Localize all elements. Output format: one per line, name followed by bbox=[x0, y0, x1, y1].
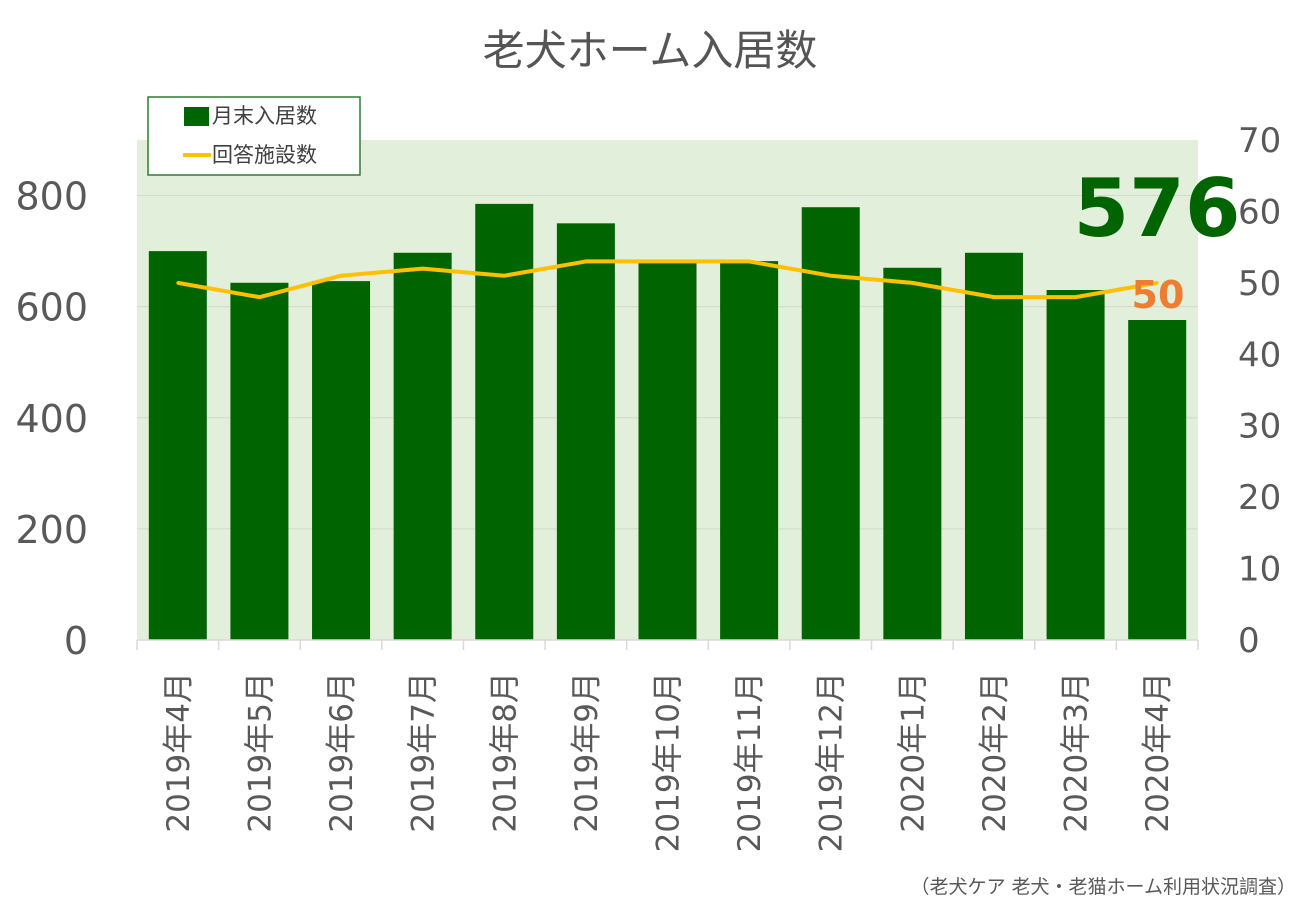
y-right-tick-label: 30 bbox=[1238, 407, 1281, 447]
y-axis-left: 0 200 400 600 800 bbox=[15, 175, 88, 663]
x-tick-label: 2019年5月 bbox=[242, 672, 278, 833]
x-tick-label: 2019年10月 bbox=[651, 672, 687, 852]
x-tick-label: 2019年9月 bbox=[569, 672, 605, 833]
bar bbox=[1128, 320, 1187, 640]
line-point bbox=[584, 259, 588, 263]
y-right-tick-label: 0 bbox=[1238, 621, 1260, 661]
legend-label-line: 回答施設数 bbox=[212, 143, 317, 167]
x-tick-label: 2019年6月 bbox=[324, 672, 360, 833]
line-series bbox=[176, 259, 1159, 300]
line-point bbox=[421, 267, 425, 271]
y-right-tick-label: 50 bbox=[1238, 264, 1281, 304]
x-tick-label: 2019年7月 bbox=[406, 672, 442, 833]
legend-label-bars: 月末入居数 bbox=[212, 104, 317, 128]
highlight-bar-value: 576 bbox=[1074, 162, 1241, 255]
y-right-tick-label: 40 bbox=[1238, 335, 1281, 375]
y-right-tick-label: 70 bbox=[1238, 121, 1281, 161]
x-tick-label: 2020年3月 bbox=[1059, 672, 1095, 833]
y-right-tick-label: 10 bbox=[1238, 550, 1281, 590]
x-tick-label: 2019年11月 bbox=[732, 672, 768, 852]
line-point bbox=[747, 259, 751, 263]
y-right-tick-label: 20 bbox=[1238, 478, 1281, 518]
legend: 月末入居数 回答施設数 bbox=[147, 96, 361, 176]
x-tick-label: 2020年4月 bbox=[1140, 672, 1176, 833]
bar-series bbox=[148, 203, 1187, 641]
y-left-tick-label: 200 bbox=[15, 508, 88, 552]
y-left-tick-label: 800 bbox=[15, 175, 88, 219]
source-note: （老犬ケア 老犬・老猫ホーム利用状況調査） bbox=[911, 876, 1296, 898]
highlight-line-value: 50 bbox=[1132, 273, 1185, 317]
x-tick-label: 2019年12月 bbox=[814, 672, 850, 852]
bar bbox=[1046, 290, 1105, 640]
bar bbox=[964, 252, 1023, 640]
line-point bbox=[257, 295, 261, 299]
x-tick-label: 2019年8月 bbox=[487, 672, 523, 833]
line-point bbox=[1074, 295, 1078, 299]
line-point bbox=[176, 281, 180, 285]
line-point bbox=[829, 274, 833, 278]
y-left-tick-label: 600 bbox=[15, 286, 88, 330]
line-point bbox=[339, 274, 343, 278]
y-axis-right: 0 10 20 30 40 50 60 70 bbox=[1238, 121, 1281, 661]
bar bbox=[475, 203, 534, 640]
x-tick-label: 2020年2月 bbox=[977, 672, 1013, 833]
line-point bbox=[666, 259, 669, 263]
x-tick-label: 2019年4月 bbox=[161, 672, 197, 833]
bar bbox=[312, 281, 371, 640]
y-left-tick-label: 400 bbox=[15, 397, 88, 441]
line-point bbox=[910, 281, 914, 285]
chart-title: 老犬ホーム入居数 bbox=[483, 26, 818, 75]
x-axis: 2019年4月 2019年5月 2019年6月 2019年7月 2019年8月 2019年… bbox=[136, 639, 1199, 852]
legend-box bbox=[147, 96, 361, 176]
bar bbox=[720, 261, 779, 640]
bar bbox=[638, 261, 697, 640]
x-tick-label: 2020年1月 bbox=[895, 672, 931, 833]
legend-swatch-bars bbox=[184, 107, 209, 126]
bar bbox=[556, 223, 615, 641]
y-left-tick-label: 0 bbox=[64, 619, 88, 663]
line-point bbox=[992, 295, 996, 299]
y-right-tick-label: 60 bbox=[1238, 192, 1281, 232]
line-point bbox=[502, 274, 506, 278]
bar bbox=[393, 252, 452, 640]
bar bbox=[148, 251, 207, 640]
bar bbox=[883, 267, 942, 640]
line-point bbox=[1155, 281, 1159, 285]
bar bbox=[230, 282, 289, 640]
